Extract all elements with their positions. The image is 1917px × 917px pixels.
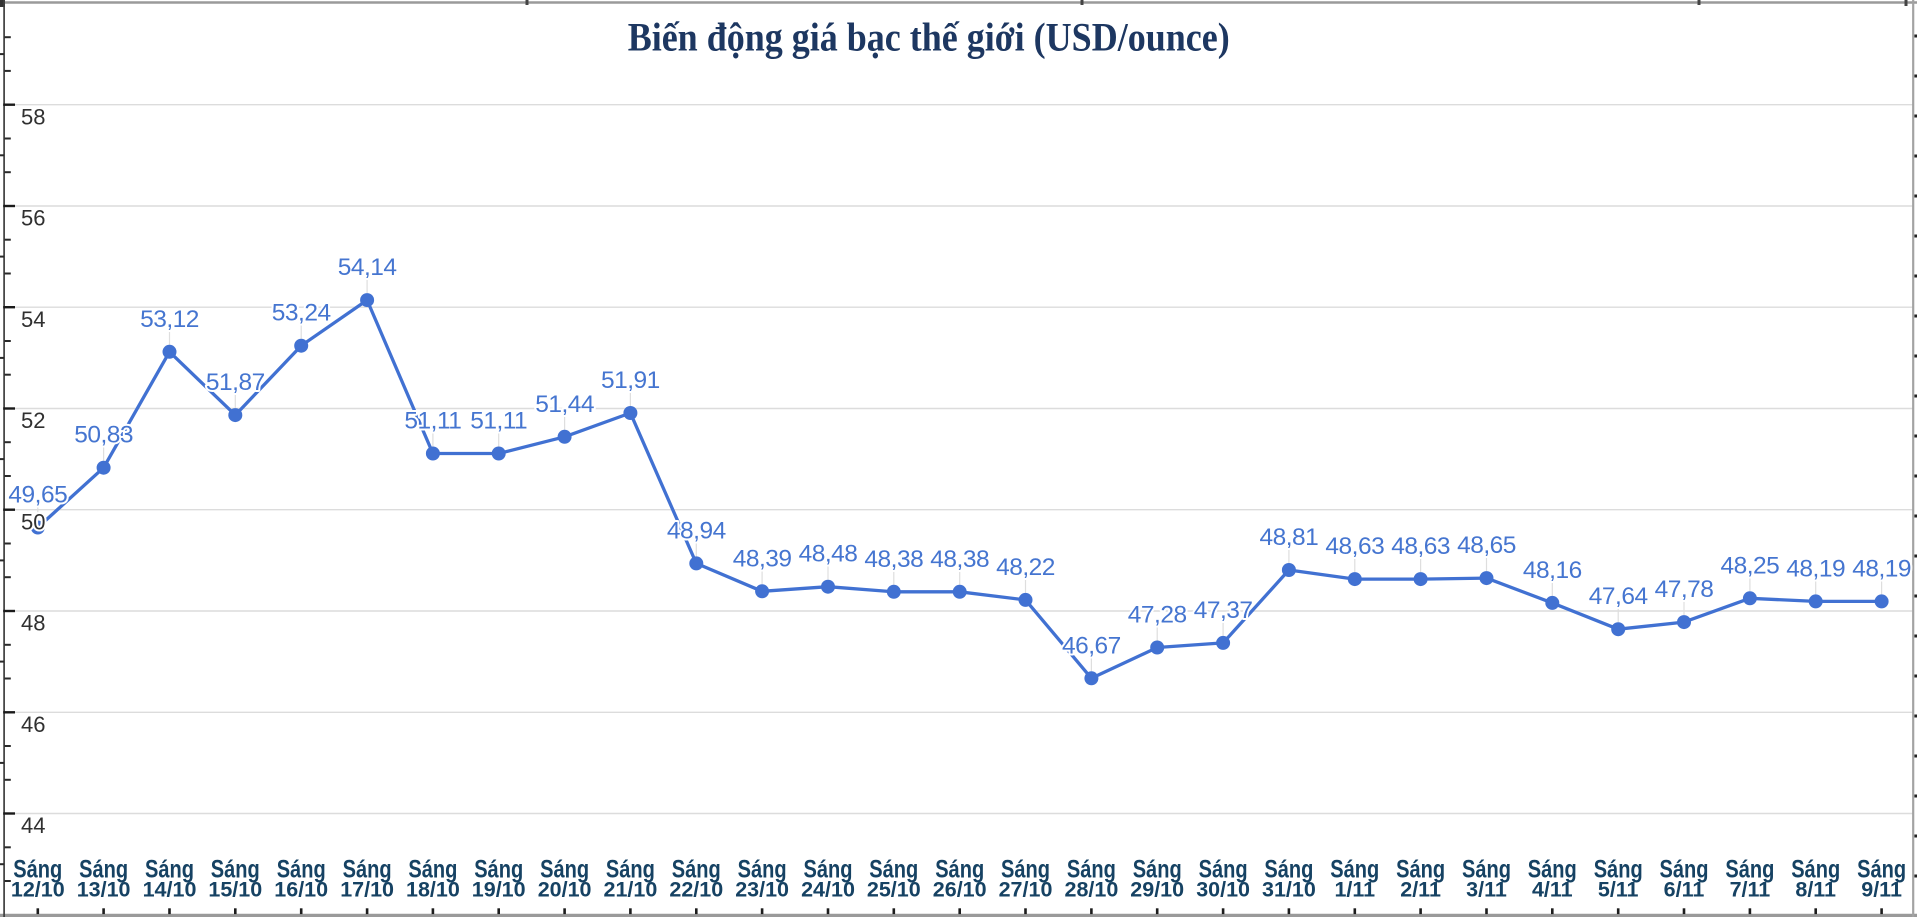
svg-text:13/10: 13/10 (77, 877, 131, 901)
svg-text:Sáng: Sáng (1330, 856, 1379, 884)
svg-text:Sáng: Sáng (869, 856, 918, 884)
svg-text:54,14: 54,14 (338, 254, 397, 281)
svg-text:24/10: 24/10 (801, 877, 855, 901)
svg-text:9/11: 9/11 (1861, 877, 1902, 901)
svg-text:54: 54 (21, 307, 45, 332)
svg-text:47,64: 47,64 (1589, 583, 1648, 610)
svg-text:Sáng: Sáng (738, 856, 787, 884)
svg-text:47,37: 47,37 (1194, 597, 1253, 624)
svg-text:48,65: 48,65 (1457, 532, 1516, 559)
svg-text:50,83: 50,83 (74, 422, 133, 449)
svg-text:22/10: 22/10 (669, 877, 723, 901)
svg-text:3/11: 3/11 (1466, 877, 1507, 901)
svg-text:51,11: 51,11 (404, 408, 461, 435)
svg-text:Sáng: Sáng (408, 856, 457, 884)
svg-text:49,65: 49,65 (8, 482, 67, 509)
svg-text:19/10: 19/10 (472, 877, 526, 901)
svg-text:Sáng: Sáng (1594, 856, 1643, 884)
svg-text:48,48: 48,48 (799, 541, 858, 568)
svg-text:30/10: 30/10 (1196, 877, 1250, 901)
svg-text:Sáng: Sáng (1528, 856, 1577, 884)
svg-text:Sáng: Sáng (277, 856, 326, 884)
svg-text:29/10: 29/10 (1130, 877, 1184, 901)
svg-text:51,44: 51,44 (535, 391, 594, 418)
svg-text:48,16: 48,16 (1523, 557, 1582, 584)
svg-text:48,63: 48,63 (1391, 533, 1450, 560)
svg-text:17/10: 17/10 (340, 877, 394, 901)
svg-text:48,19: 48,19 (1852, 555, 1911, 582)
svg-text:50: 50 (21, 509, 45, 534)
svg-text:Sáng: Sáng (672, 856, 721, 884)
svg-text:26/10: 26/10 (933, 877, 987, 901)
svg-text:27/10: 27/10 (999, 877, 1053, 901)
svg-text:44: 44 (21, 813, 45, 838)
svg-text:20/10: 20/10 (538, 877, 592, 901)
svg-text:Sáng: Sáng (145, 856, 194, 884)
svg-text:53,24: 53,24 (272, 300, 331, 327)
svg-text:48,94: 48,94 (667, 517, 726, 544)
svg-text:25/10: 25/10 (867, 877, 921, 901)
svg-text:1/11: 1/11 (1334, 877, 1375, 901)
svg-text:15/10: 15/10 (208, 877, 262, 901)
svg-text:46: 46 (21, 712, 45, 737)
svg-text:Sáng: Sáng (1199, 856, 1248, 884)
svg-text:48,81: 48,81 (1259, 524, 1318, 551)
svg-text:52: 52 (21, 408, 45, 433)
svg-text:47,28: 47,28 (1128, 602, 1187, 629)
svg-text:51,11: 51,11 (470, 408, 527, 435)
svg-text:53,12: 53,12 (140, 306, 199, 333)
svg-text:48,22: 48,22 (996, 554, 1055, 581)
svg-text:16/10: 16/10 (274, 877, 328, 901)
svg-text:Sáng: Sáng (1857, 856, 1906, 884)
svg-text:Sáng: Sáng (13, 856, 62, 884)
svg-text:14/10: 14/10 (143, 877, 197, 901)
svg-text:8/11: 8/11 (1795, 877, 1836, 901)
svg-text:Sáng: Sáng (935, 856, 984, 884)
svg-text:48,38: 48,38 (930, 546, 989, 573)
svg-text:Sáng: Sáng (1264, 856, 1313, 884)
svg-text:Sáng: Sáng (343, 856, 392, 884)
svg-text:5/11: 5/11 (1598, 877, 1639, 901)
svg-text:47,78: 47,78 (1655, 576, 1714, 603)
svg-text:Sáng: Sáng (1791, 856, 1840, 884)
svg-text:48,39: 48,39 (733, 545, 792, 572)
svg-text:31/10: 31/10 (1262, 877, 1316, 901)
svg-text:48,25: 48,25 (1720, 552, 1779, 579)
svg-text:6/11: 6/11 (1664, 877, 1705, 901)
svg-text:48: 48 (21, 611, 45, 636)
svg-text:48,63: 48,63 (1325, 533, 1384, 560)
svg-text:51,87: 51,87 (206, 369, 265, 396)
svg-text:Sáng: Sáng (606, 856, 655, 884)
svg-text:48,38: 48,38 (864, 546, 923, 573)
svg-text:Sáng: Sáng (1001, 856, 1050, 884)
svg-text:46,67: 46,67 (1062, 632, 1121, 659)
svg-text:Sáng: Sáng (1725, 856, 1774, 884)
svg-text:2/11: 2/11 (1400, 877, 1441, 901)
svg-text:Sáng: Sáng (540, 856, 589, 884)
svg-text:Sáng: Sáng (1660, 856, 1709, 884)
svg-text:48,19: 48,19 (1786, 555, 1845, 582)
svg-text:21/10: 21/10 (603, 877, 657, 901)
svg-text:23/10: 23/10 (735, 877, 789, 901)
svg-text:18/10: 18/10 (406, 877, 460, 901)
svg-text:Biến động giá bạc thế giới (US: Biến động giá bạc thế giới (USD/ounce) (628, 15, 1230, 60)
svg-text:56: 56 (21, 206, 45, 231)
svg-text:Sáng: Sáng (474, 856, 523, 884)
svg-text:Sáng: Sáng (804, 856, 853, 884)
svg-text:4/11: 4/11 (1532, 877, 1573, 901)
svg-text:7/11: 7/11 (1730, 877, 1771, 901)
svg-text:Sáng: Sáng (1396, 856, 1445, 884)
svg-text:Sáng: Sáng (211, 856, 260, 884)
svg-text:Sáng: Sáng (1133, 856, 1182, 884)
svg-text:58: 58 (21, 104, 45, 129)
svg-text:Sáng: Sáng (1067, 856, 1116, 884)
svg-text:12/10: 12/10 (11, 877, 65, 901)
svg-text:28/10: 28/10 (1064, 877, 1118, 901)
svg-text:Sáng: Sáng (79, 856, 128, 884)
svg-text:51,91: 51,91 (601, 367, 660, 394)
svg-text:Sáng: Sáng (1462, 856, 1511, 884)
